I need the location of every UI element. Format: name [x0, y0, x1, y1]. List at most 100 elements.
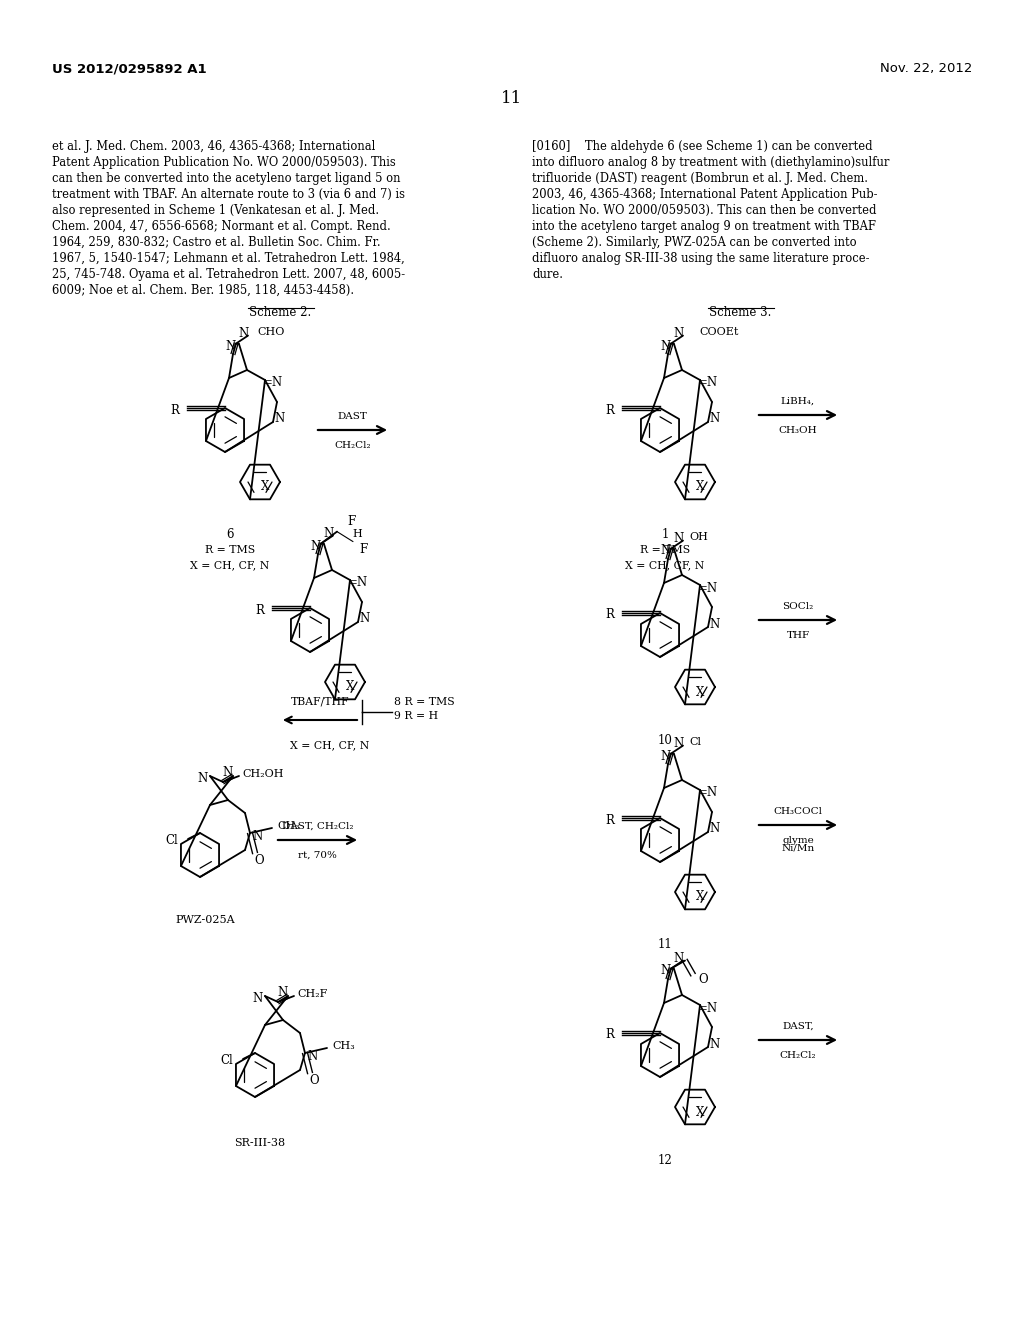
- Text: O: O: [698, 973, 708, 986]
- Text: =N: =N: [348, 577, 368, 590]
- Text: 6: 6: [226, 528, 233, 541]
- Text: N: N: [226, 339, 237, 352]
- Text: N: N: [223, 766, 233, 779]
- Text: N: N: [239, 327, 249, 341]
- Text: CHO: CHO: [258, 326, 285, 337]
- Text: 8 R = TMS: 8 R = TMS: [394, 697, 455, 708]
- Text: Cl: Cl: [220, 1055, 233, 1068]
- Text: N: N: [308, 1049, 318, 1063]
- Text: N: N: [198, 771, 208, 784]
- Text: [0160]    The aldehyde 6 (see Scheme 1) can be converted: [0160] The aldehyde 6 (see Scheme 1) can…: [532, 140, 872, 153]
- Text: DAST, CH₂Cl₂: DAST, CH₂Cl₂: [282, 822, 353, 832]
- Text: N: N: [710, 1038, 720, 1051]
- Text: trifluoride (DAST) reagent (Bombrun et al. J. Med. Chem.: trifluoride (DAST) reagent (Bombrun et a…: [532, 172, 868, 185]
- Text: TBAF/THF: TBAF/THF: [291, 697, 349, 708]
- Text: dure.: dure.: [532, 268, 563, 281]
- Text: CH₃OH: CH₃OH: [778, 426, 817, 436]
- Text: R: R: [605, 813, 614, 826]
- Text: O: O: [254, 854, 264, 867]
- Text: N: N: [660, 339, 671, 352]
- Text: can then be converted into the acetyleno target ligand 5 on: can then be converted into the acetyleno…: [52, 172, 400, 185]
- Text: et al. J. Med. Chem. 2003, 46, 4365-4368; International: et al. J. Med. Chem. 2003, 46, 4365-4368…: [52, 140, 376, 153]
- Text: lication No. WO 2000/059503). This can then be converted: lication No. WO 2000/059503). This can t…: [532, 205, 877, 216]
- Text: 1967, 5, 1540-1547; Lehmann et al. Tetrahedron Lett. 1984,: 1967, 5, 1540-1547; Lehmann et al. Tetra…: [52, 252, 404, 265]
- Text: SR-III-38: SR-III-38: [234, 1138, 286, 1148]
- Text: X = CH, CF, N: X = CH, CF, N: [626, 560, 705, 570]
- Text: N: N: [674, 327, 684, 341]
- Text: (Scheme 2). Similarly, PWZ-025A can be converted into: (Scheme 2). Similarly, PWZ-025A can be c…: [532, 236, 857, 249]
- Text: Nov. 22, 2012: Nov. 22, 2012: [880, 62, 972, 75]
- Text: R = TMS: R = TMS: [205, 545, 255, 554]
- Text: N: N: [710, 412, 720, 425]
- Text: =N: =N: [698, 787, 718, 800]
- Text: into difluoro analog 8 by treatment with (diethylamino)sulfur: into difluoro analog 8 by treatment with…: [532, 156, 890, 169]
- Text: N: N: [324, 527, 334, 540]
- Text: also represented in Scheme 1 (Venkatesan et al. J. Med.: also represented in Scheme 1 (Venkatesan…: [52, 205, 379, 216]
- Text: N: N: [674, 737, 684, 750]
- Text: 2003, 46, 4365-4368; International Patent Application Pub-: 2003, 46, 4365-4368; International Paten…: [532, 187, 878, 201]
- Text: 11: 11: [657, 939, 673, 952]
- Text: treatment with TBAF. An alternate route to 3 (via 6 and 7) is: treatment with TBAF. An alternate route …: [52, 187, 406, 201]
- Text: difluoro analog SR-III-38 using the same literature proce-: difluoro analog SR-III-38 using the same…: [532, 252, 869, 265]
- Text: N: N: [674, 952, 684, 965]
- Text: Cl: Cl: [689, 737, 701, 747]
- Text: Chem. 2004, 47, 6556-6568; Normant et al. Compt. Rend.: Chem. 2004, 47, 6556-6568; Normant et al…: [52, 220, 391, 234]
- Text: 6009; Noe et al. Chem. Ber. 1985, 118, 4453-4458).: 6009; Noe et al. Chem. Ber. 1985, 118, 4…: [52, 284, 354, 297]
- Text: N: N: [274, 412, 285, 425]
- Text: R: R: [605, 609, 614, 622]
- Text: CH₂OH: CH₂OH: [242, 770, 284, 779]
- Text: R: R: [605, 404, 614, 417]
- Text: glyme: glyme: [782, 836, 814, 845]
- Text: PWZ-025A: PWZ-025A: [175, 915, 234, 925]
- Text: Scheme 2.: Scheme 2.: [249, 306, 311, 319]
- Text: OH: OH: [689, 532, 709, 541]
- Text: 9 R = H: 9 R = H: [394, 711, 438, 721]
- Text: =N: =N: [263, 376, 283, 389]
- Text: X: X: [346, 681, 354, 693]
- Text: DAST,: DAST,: [782, 1022, 814, 1031]
- Text: N: N: [253, 829, 263, 842]
- Text: O: O: [309, 1074, 318, 1088]
- Text: CH₃: CH₃: [332, 1041, 354, 1051]
- Text: X = CH, CF, N: X = CH, CF, N: [291, 741, 370, 750]
- Text: X: X: [696, 1106, 705, 1118]
- Text: R: R: [605, 1028, 614, 1041]
- Text: 10: 10: [657, 734, 673, 747]
- Text: CH₂Cl₂: CH₂Cl₂: [334, 441, 371, 450]
- Text: THF: THF: [786, 631, 810, 640]
- Text: Ni/Mn: Ni/Mn: [781, 843, 815, 853]
- Text: N: N: [359, 612, 370, 626]
- Text: 11: 11: [502, 90, 522, 107]
- Text: 1964, 259, 830-832; Castro et al. Bulletin Soc. Chim. Fr.: 1964, 259, 830-832; Castro et al. Bullet…: [52, 236, 381, 249]
- Text: Scheme 3.: Scheme 3.: [709, 306, 771, 319]
- Text: CH₂Cl₂: CH₂Cl₂: [779, 1051, 816, 1060]
- Text: N: N: [311, 540, 322, 553]
- Text: 25, 745-748. Oyama et al. Tetrahedron Lett. 2007, 48, 6005-: 25, 745-748. Oyama et al. Tetrahedron Le…: [52, 268, 406, 281]
- Text: COOEt: COOEt: [699, 326, 738, 337]
- Text: 1: 1: [662, 528, 669, 541]
- Text: Cl: Cl: [166, 834, 178, 847]
- Text: X: X: [696, 685, 705, 698]
- Text: into the acetyleno target analog 9 on treatment with TBAF: into the acetyleno target analog 9 on tr…: [532, 220, 876, 234]
- Text: N: N: [710, 822, 720, 836]
- Text: CH₃COCl: CH₃COCl: [773, 807, 822, 816]
- Text: SOCl₂: SOCl₂: [782, 602, 814, 611]
- Text: =N: =N: [698, 582, 718, 594]
- Text: =N: =N: [698, 1002, 718, 1015]
- Text: N: N: [660, 750, 671, 763]
- Text: F: F: [358, 543, 368, 556]
- Text: US 2012/0295892 A1: US 2012/0295892 A1: [52, 62, 207, 75]
- Text: X: X: [261, 480, 269, 494]
- Text: N: N: [660, 965, 671, 978]
- Text: DAST: DAST: [338, 412, 368, 421]
- Text: R = TMS: R = TMS: [640, 545, 690, 554]
- Text: X: X: [696, 480, 705, 494]
- Text: Patent Application Publication No. WO 2000/059503). This: Patent Application Publication No. WO 20…: [52, 156, 395, 169]
- Text: CH₃: CH₃: [278, 821, 300, 832]
- Text: CH₂F: CH₂F: [297, 989, 328, 999]
- Text: F: F: [347, 515, 355, 528]
- Text: 12: 12: [657, 1154, 673, 1167]
- Text: N: N: [253, 991, 263, 1005]
- Text: N: N: [674, 532, 684, 545]
- Text: H: H: [352, 528, 361, 539]
